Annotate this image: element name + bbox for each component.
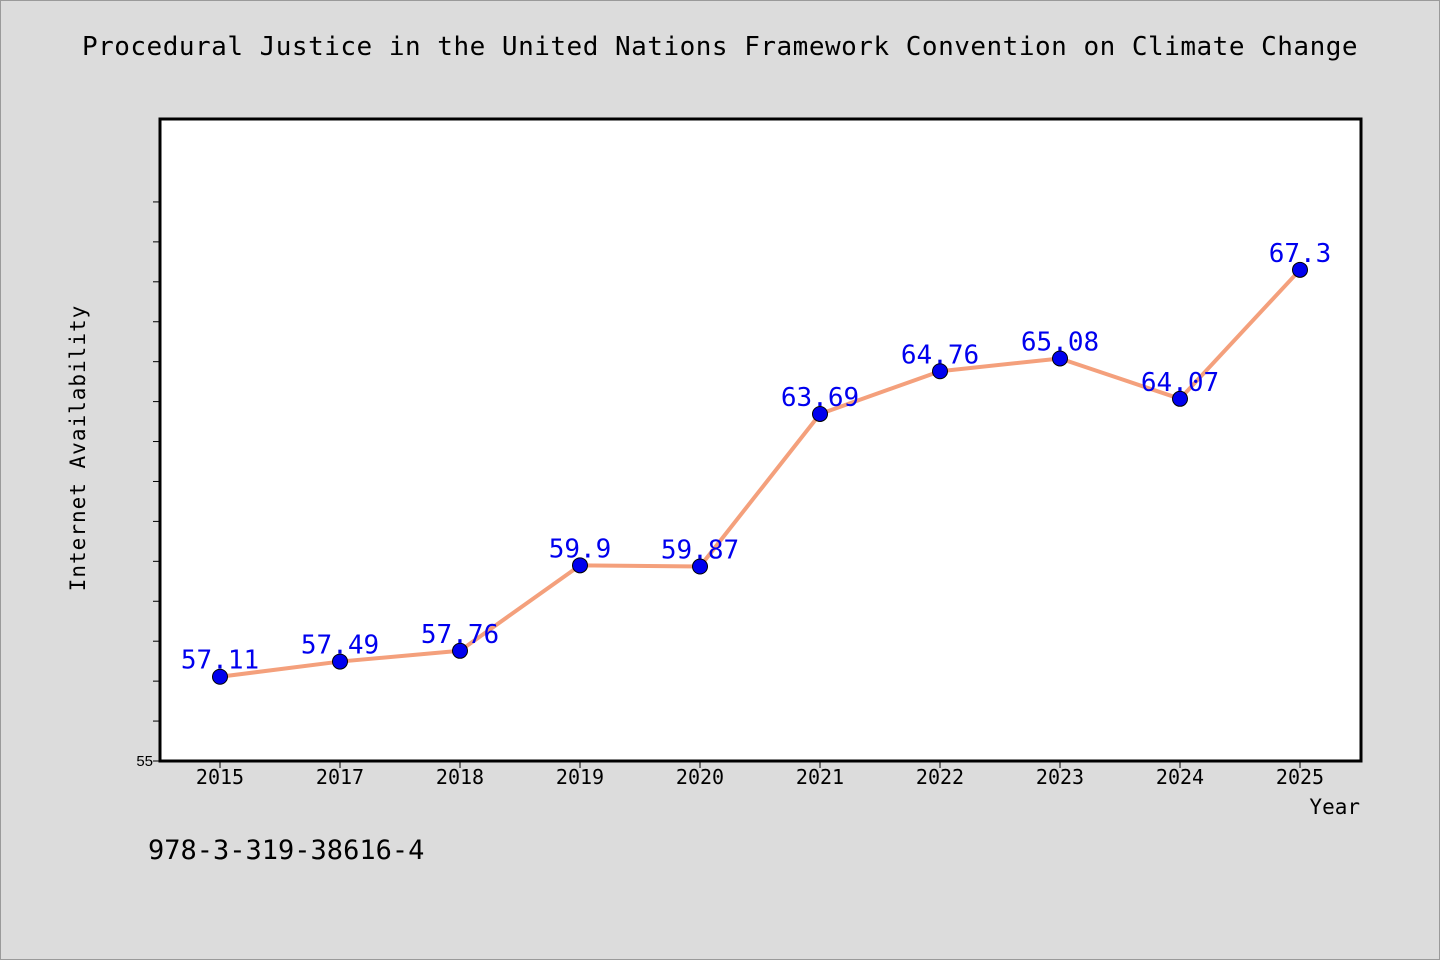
data-point [812, 405, 828, 422]
data-point [212, 668, 228, 685]
x-tick-label: 2025 [1276, 765, 1324, 789]
data-label: 64.07 [1141, 368, 1219, 398]
chart-title: Procedural Justice in the United Nations… [81, 32, 1359, 62]
data-point [452, 642, 468, 659]
y-tick-label: 55 [136, 753, 153, 770]
x-tick-label: 2023 [1036, 765, 1084, 789]
x-tick-label: 2015 [196, 765, 244, 789]
x-axis-label: Year [1309, 795, 1360, 819]
data-point [1172, 390, 1188, 407]
series-line [218, 267, 1302, 679]
data-label: 57.76 [421, 620, 499, 650]
x-tick-label: 2018 [436, 765, 484, 789]
data-point [1052, 350, 1068, 367]
data-label: 59.9 [549, 534, 612, 564]
data-label: 63.69 [781, 383, 859, 413]
footnote-isbn: 978-3-319-38616-4 [148, 835, 425, 866]
x-tick-label: 2024 [1156, 765, 1204, 789]
x-tick-label: 2017 [316, 765, 364, 789]
data-label: 57.11 [181, 646, 259, 676]
x-tick-label: 2022 [916, 765, 964, 789]
data-label: 65.08 [1021, 327, 1099, 357]
data-label: 64.76 [901, 340, 979, 370]
x-tick-label: 2021 [796, 765, 844, 789]
data-point [1292, 261, 1308, 278]
data-point [692, 558, 708, 575]
data-label: 59.87 [661, 536, 739, 566]
data-label: 57.49 [301, 631, 379, 661]
data-label: 67.3 [1269, 239, 1332, 269]
data-point [332, 653, 348, 670]
data-point [932, 363, 948, 380]
plot-area [158, 117, 1363, 763]
data-point [572, 557, 588, 574]
x-tick-label: 2019 [556, 765, 604, 789]
x-tick-label: 2020 [676, 765, 724, 789]
